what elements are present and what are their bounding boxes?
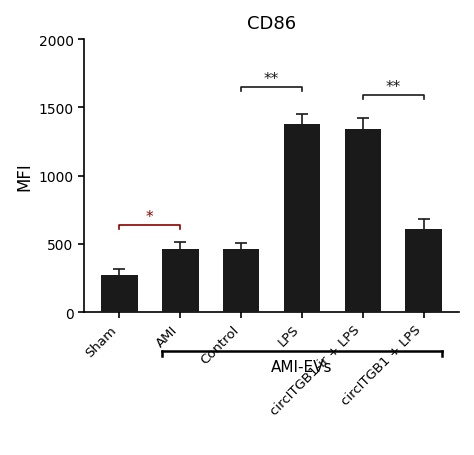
Bar — [101, 276, 137, 313]
Text: *: * — [146, 209, 154, 224]
Bar — [345, 130, 381, 313]
Bar — [405, 229, 442, 313]
Text: AMI-EVs: AMI-EVs — [271, 359, 333, 374]
Text: **: ** — [386, 80, 401, 95]
Bar — [223, 250, 259, 313]
Text: **: ** — [264, 71, 279, 86]
Title: CD86: CD86 — [247, 15, 296, 33]
Bar — [284, 125, 320, 313]
Bar — [162, 250, 199, 313]
Y-axis label: MFI: MFI — [15, 162, 33, 191]
